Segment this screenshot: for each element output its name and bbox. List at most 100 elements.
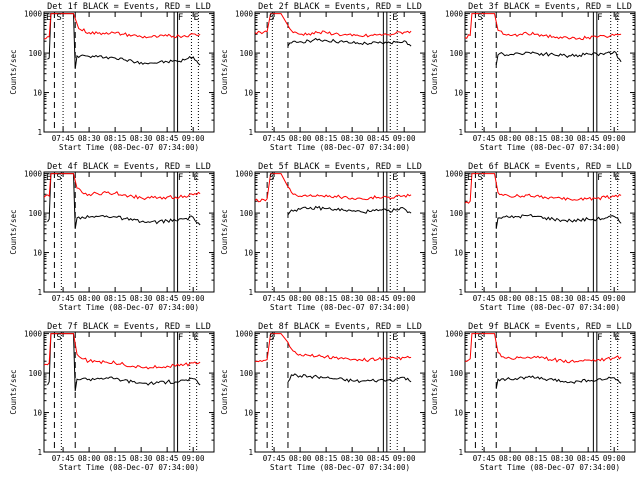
y-axis-label: Counts/sec: [220, 369, 229, 414]
chart-panel-5: Det 5f BLACK = Events, RED = LLD 1 10 100 10…: [220, 162, 426, 312]
x-tick-label: 08:30: [130, 134, 153, 143]
x-tick-label: 08:00: [289, 454, 312, 463]
chart-panel-7: Det 7f BLACK = Events, RED = LLD 1 10 100 10…: [9, 322, 215, 472]
y-tick-label: 10: [454, 89, 464, 98]
y-tick-label: 1000: [445, 330, 464, 339]
interval-marker-label: S: [269, 173, 274, 183]
x-tick-label: 08:45: [156, 294, 179, 303]
x-tick-label: 08:30: [551, 454, 574, 463]
chart-title: Det 9f BLACK = Events, RED = LLD: [468, 322, 632, 332]
chart-title: Det 2f BLACK = Events, RED = LLD: [258, 2, 422, 12]
y-tick-label: 1000: [24, 170, 43, 179]
y-axis-label: Counts/sec: [220, 49, 229, 94]
y-tick-label: 1: [37, 128, 42, 137]
y-tick-label: 1000: [445, 10, 464, 19]
x-tick-label: 07:45: [52, 454, 75, 463]
x-tick-label: 09:00: [393, 454, 416, 463]
interval-marker-label: F: [178, 333, 183, 343]
x-tick-label: 08:15: [315, 134, 338, 143]
x-tick-label: 09:00: [182, 294, 205, 303]
y-tick-label: 10: [244, 89, 254, 98]
x-tick-label: 07:45: [473, 294, 496, 303]
y-tick-label: 100: [28, 49, 42, 58]
events-series-line: [495, 375, 622, 389]
x-tick-label: 07:45: [263, 134, 286, 143]
x-tick-label: 07:45: [52, 134, 75, 143]
y-axis-label: Counts/sec: [430, 369, 439, 414]
plot-frame: [254, 171, 426, 293]
x-tick-label: 08:30: [341, 294, 364, 303]
x-tick-label: 08:45: [367, 294, 390, 303]
y-tick-label: 100: [28, 369, 42, 378]
y-tick-label: 10: [454, 249, 464, 258]
y-axis-label: Counts/sec: [220, 209, 229, 254]
x-tick-label: 08:45: [577, 294, 600, 303]
y-axis-label: Counts/sec: [9, 209, 18, 254]
x-tick-label: 08:45: [367, 134, 390, 143]
x-tick-label: 08:45: [577, 454, 600, 463]
x-tick-label: 08:00: [289, 134, 312, 143]
chart-panel-8: Det 8f BLACK = Events, RED = LLD 1 10 100 10…: [220, 322, 426, 472]
lld-series-line: [465, 13, 622, 41]
y-axis-label: Counts/sec: [9, 49, 18, 94]
y-tick-label: 1000: [235, 10, 254, 19]
x-axis-label: Start Time (08-Dec-07 07:34:00): [59, 303, 199, 312]
interval-marker-label: S: [269, 333, 274, 343]
lld-series-line: [465, 173, 622, 204]
x-tick-label: 07:45: [52, 294, 75, 303]
x-tick-label: 08:00: [499, 454, 522, 463]
plot-frame: [254, 331, 426, 453]
y-tick-label: 10: [454, 409, 464, 418]
events-series-line: [287, 373, 412, 384]
x-tick-label: 08:30: [551, 294, 574, 303]
lld-series-line: [44, 13, 201, 40]
chart-panel-6: Det 6f BLACK = Events, RED = LLD 1 10 100 10…: [430, 162, 636, 312]
x-tick-label: 08:15: [315, 454, 338, 463]
y-tick-label: 100: [239, 49, 253, 58]
interval-marker-label: E: [614, 13, 619, 23]
plot-frame: [43, 171, 215, 293]
interval-marker-label: F: [178, 173, 183, 183]
x-tick-label: 07:45: [473, 454, 496, 463]
plot-frame: [464, 11, 636, 133]
x-tick-label: 08:30: [341, 454, 364, 463]
lld-series-line: [255, 333, 412, 363]
chart-title: Det 1f BLACK = Events, RED = LLD: [47, 2, 211, 12]
y-axis-label: Counts/sec: [430, 209, 439, 254]
interval-marker-label: S: [477, 13, 482, 23]
y-tick-label: 1: [248, 448, 253, 457]
x-tick-label: 09:00: [393, 134, 416, 143]
chart-panel-3: Det 3f BLACK = Events, RED = LLD 1 10 100 10…: [430, 2, 636, 152]
y-tick-label: 10: [33, 89, 43, 98]
x-tick-label: 08:30: [130, 294, 153, 303]
x-tick-label: 08:30: [78, 134, 101, 143]
y-tick-label: 1: [248, 128, 253, 137]
x-tick-label: 08:00: [78, 454, 101, 463]
chart-title: Det 7f BLACK = Events, RED = LLD: [47, 322, 211, 332]
events-series-line: [47, 173, 201, 229]
y-tick-label: 1: [37, 448, 42, 457]
x-tick-label: 08:15: [104, 294, 127, 303]
plot-frame: [464, 171, 636, 293]
x-tick-label: 08:15: [104, 454, 127, 463]
chart-title: Det 4f BLACK = Events, RED = LLD: [47, 162, 211, 172]
x-tick-label: 09:00: [182, 454, 205, 463]
interval-marker-label: E: [193, 173, 198, 183]
x-tick-label: 08:00: [499, 134, 522, 143]
interval-marker-label: E: [614, 333, 619, 343]
y-tick-label: 1: [458, 128, 463, 137]
chart-title: Det 3f BLACK = Events, RED = LLD: [468, 2, 632, 12]
x-tick-label: 08:15: [525, 134, 548, 143]
x-tick-label: 07:45: [263, 294, 286, 303]
interval-marker-label: S: [56, 173, 61, 183]
x-tick-label: 08:00: [499, 294, 522, 303]
x-tick-label: 08:45: [156, 134, 179, 143]
lld-series-line: [44, 333, 201, 370]
x-axis-label: Start Time (08-Dec-07 07:34:00): [59, 463, 199, 472]
y-tick-label: 1000: [24, 10, 43, 19]
events-series-line: [495, 50, 622, 66]
y-tick-label: 1: [37, 288, 42, 297]
x-axis-label: Start Time (08-Dec-07 07:34:00): [270, 463, 410, 472]
interval-marker-label: S: [56, 13, 61, 23]
